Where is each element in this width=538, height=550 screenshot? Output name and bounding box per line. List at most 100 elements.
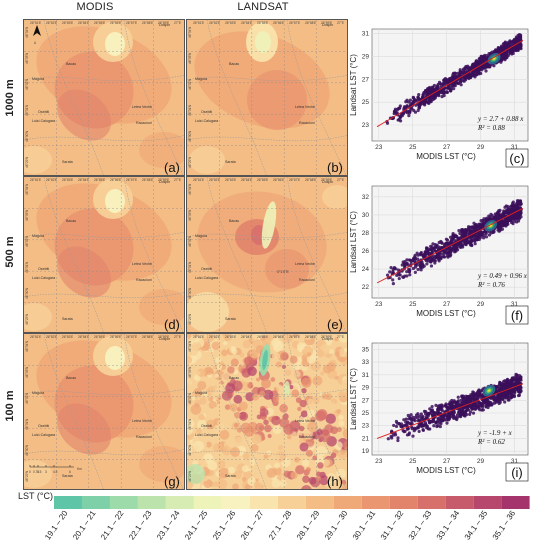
longitude-tick: 27°E [337, 335, 344, 339]
lst-pixel [253, 481, 260, 488]
r-squared: R² = 0.76 [477, 281, 505, 289]
longitude-tick: 27°E [337, 21, 344, 25]
lst-pixel [316, 409, 328, 421]
longitude-tick: 26°58'E [305, 335, 316, 339]
lst-pixel [324, 378, 330, 384]
y-tick-label: 28 [362, 230, 370, 237]
y-tick-label: 31 [362, 31, 370, 38]
lst-pixel [272, 425, 282, 435]
longitude-tick: 26°53'E [62, 335, 73, 339]
data-point [448, 245, 452, 249]
data-point [489, 396, 493, 400]
data-point [437, 259, 441, 263]
data-point [426, 248, 430, 252]
data-point [449, 406, 454, 411]
data-point [477, 237, 481, 242]
latitude-tick: 46°33'N [25, 209, 29, 221]
longitude-tick: 26°58'E [142, 21, 153, 25]
lst-pixel [329, 385, 338, 394]
lst-pixel [266, 450, 272, 456]
latitude-tick: 46°32'N [25, 78, 29, 90]
data-point [500, 397, 505, 401]
data-point [436, 247, 440, 251]
lst-pixel [272, 395, 280, 403]
lst-pixel [315, 445, 327, 457]
row-title-1000m: 1000 m [4, 79, 16, 117]
data-point [494, 397, 498, 401]
x-tick-label: 29 [477, 301, 485, 308]
lst-pixel [305, 437, 315, 447]
legend-class-label: 25.1 – 26 [211, 509, 238, 542]
road-line [24, 75, 184, 82]
data-point [447, 402, 451, 406]
longitude-tick: 26°56'E [110, 178, 121, 182]
x-tick-label: 25 [409, 458, 417, 465]
data-point [512, 393, 516, 398]
latitude-tick: 46°31'N [188, 261, 192, 273]
lst-pixel [234, 411, 241, 419]
data-point [450, 75, 454, 79]
data-point [434, 403, 438, 407]
data-point [469, 393, 473, 397]
legend-swatch [249, 496, 278, 509]
place-label: Magura [195, 77, 207, 81]
latitude-tick: 46°31'N [188, 104, 192, 116]
longitude-tick: 26°56'E [273, 178, 284, 182]
lst-pixel [233, 422, 239, 428]
lst-pixel [279, 479, 287, 487]
x-tick-label: 29 [477, 144, 485, 151]
lst-pixel [287, 434, 292, 440]
temperature-blob [139, 446, 184, 482]
longitude-tick: 26°59'E [158, 21, 169, 25]
data-point [403, 105, 407, 109]
longitude-tick: 26°52'E [46, 21, 57, 25]
longitude-tick: 26°55'E [257, 21, 268, 25]
lst-pixel [305, 449, 313, 457]
data-point [474, 73, 478, 77]
road-line [187, 449, 347, 456]
lst-pixel [230, 358, 239, 367]
data-point [402, 261, 406, 266]
lst-pixel [341, 364, 347, 374]
lst-pixel [263, 389, 274, 400]
road-line [187, 75, 347, 82]
data-point [391, 282, 395, 286]
x-tick-label: 25 [409, 144, 417, 151]
regression-line [376, 207, 524, 284]
road-line [187, 389, 347, 396]
data-point [474, 392, 478, 396]
data-point [465, 237, 469, 242]
r-squared: R² = 0.62 [477, 438, 505, 446]
road-line [24, 232, 184, 239]
road-line [43, 20, 104, 175]
data-point [512, 219, 516, 223]
lst-pixel [295, 465, 305, 475]
data-point [458, 69, 462, 74]
lst-pixel [241, 465, 249, 473]
lst-pixel [271, 415, 281, 426]
temperature-blob [24, 303, 52, 331]
lst-pixel [338, 449, 347, 459]
lst-pixel [289, 384, 294, 390]
data-point [454, 402, 458, 406]
latitude-tick: 46°30'N [188, 130, 192, 142]
place-label: Osebiti [201, 110, 212, 114]
data-point [397, 422, 401, 426]
lst-pixel [296, 342, 305, 351]
data-point [470, 407, 474, 411]
longitude-tick: 26°54'E [78, 21, 89, 25]
longitude-tick: 26°53'E [225, 21, 236, 25]
data-point [425, 100, 429, 104]
data-point [394, 419, 399, 424]
lst-pixel [238, 401, 248, 411]
data-point [492, 64, 496, 68]
data-point [438, 82, 443, 86]
legend-swatch [277, 496, 306, 509]
data-point [429, 259, 433, 263]
legend-swatch [165, 496, 194, 509]
lst-pixel [327, 475, 334, 482]
y-tick-label: 23 [362, 122, 370, 129]
lst-pixel [199, 397, 207, 405]
data-point [432, 411, 437, 415]
lst-pixel [338, 414, 344, 421]
